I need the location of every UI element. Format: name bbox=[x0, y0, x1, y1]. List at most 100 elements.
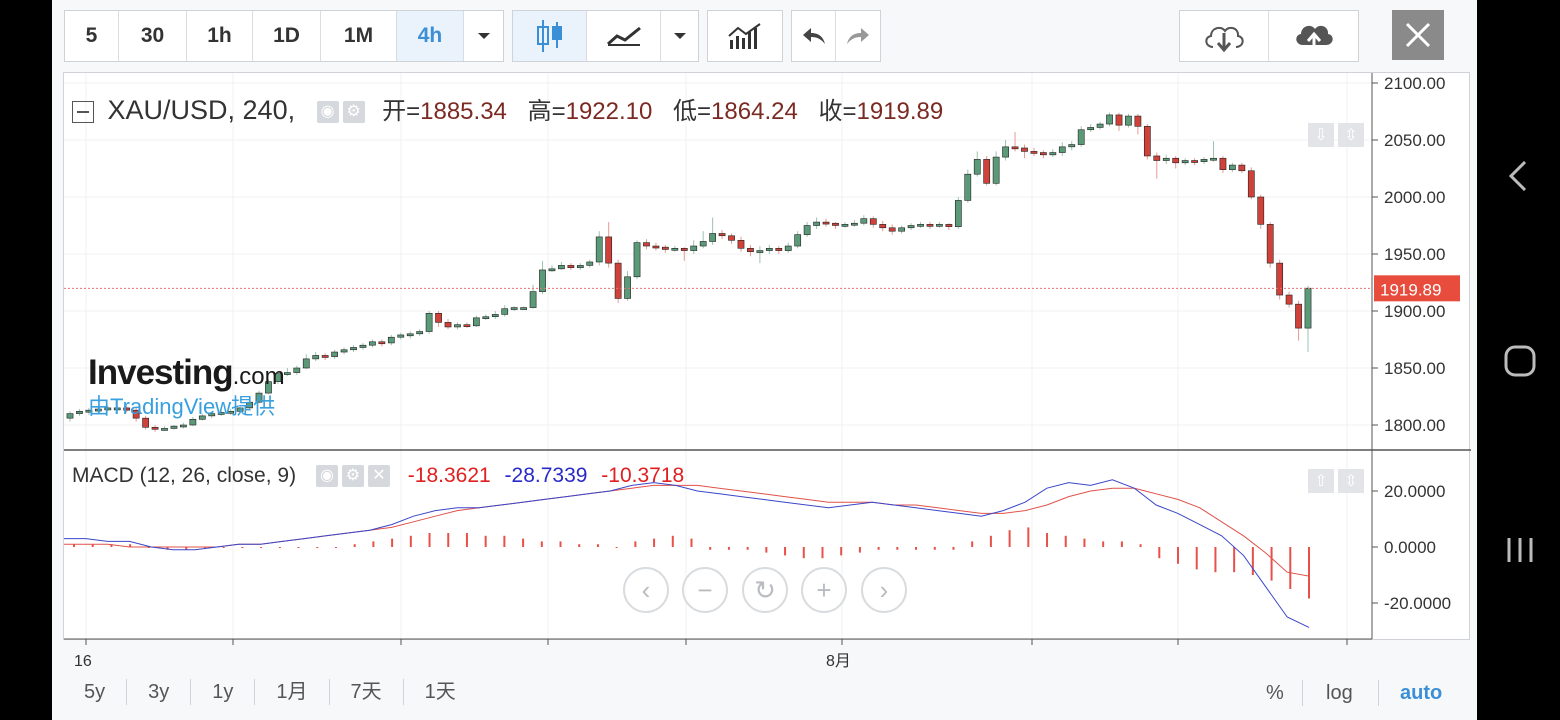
interval-dropdown-button[interactable] bbox=[464, 11, 503, 61]
candle-body bbox=[359, 344, 367, 348]
visibility-icon[interactable]: ◉ bbox=[315, 465, 338, 488]
line-chart-button[interactable] bbox=[587, 11, 661, 61]
time-label: 8月 bbox=[826, 653, 851, 670]
chart-type-dropdown-button[interactable] bbox=[661, 11, 698, 61]
candle-body bbox=[671, 248, 679, 251]
close-icon bbox=[1405, 22, 1431, 48]
scale-icon[interactable]: ⇳ bbox=[1338, 469, 1364, 493]
range-1d-button[interactable]: 1天 bbox=[424, 681, 456, 703]
candle bbox=[359, 342, 367, 350]
candle-body bbox=[954, 200, 962, 227]
close-button[interactable] bbox=[1392, 10, 1444, 60]
candle bbox=[1247, 167, 1255, 200]
redo-button[interactable] bbox=[836, 11, 880, 61]
reset-button[interactable]: ↻ bbox=[742, 567, 788, 613]
home-nav-icon[interactable] bbox=[1503, 344, 1537, 378]
interval-4h-button[interactable]: 4h bbox=[397, 11, 464, 61]
candle bbox=[832, 222, 839, 229]
range-3y-button[interactable]: 3y bbox=[127, 679, 192, 705]
chart-area[interactable]: 2100.00 2050.00 2000.00 1950.00 1900.00 1850.… bbox=[63, 72, 1471, 670]
interval-1d-button[interactable]: 1D bbox=[253, 11, 321, 61]
candle bbox=[614, 259, 622, 304]
interval-1h-button[interactable]: 1h bbox=[187, 11, 253, 61]
macd-header: MACD (12, 26, close, 9) ◉ ⚙ ✕ -18.3621 -28… bbox=[72, 464, 684, 488]
refresh-icon: ↻ bbox=[754, 574, 776, 605]
candle-body bbox=[435, 312, 442, 323]
divider bbox=[1302, 680, 1303, 706]
scroll-left-button[interactable]: ‹ bbox=[623, 567, 669, 613]
back-nav-icon[interactable] bbox=[1503, 160, 1533, 192]
undo-button[interactable] bbox=[792, 11, 836, 61]
last-price-label: 1919.89 bbox=[1380, 280, 1441, 299]
candle-body bbox=[491, 314, 499, 317]
scale-icon[interactable]: ⇳ bbox=[1338, 123, 1364, 147]
candle bbox=[558, 261, 565, 270]
candle bbox=[85, 407, 93, 415]
candle-body bbox=[444, 322, 452, 328]
visibility-icon[interactable]: ◉ bbox=[316, 100, 339, 123]
candle bbox=[954, 197, 962, 229]
candle bbox=[406, 331, 414, 339]
scroll-down-icon[interactable]: ⇩ bbox=[1308, 123, 1334, 147]
maximize-pane-icon[interactable]: ⇧ bbox=[1308, 469, 1334, 493]
range-5y-button[interactable]: 5y bbox=[63, 679, 128, 705]
candle-body bbox=[898, 227, 906, 232]
cloud-save-button[interactable] bbox=[1269, 11, 1358, 61]
indicators-button[interactable] bbox=[708, 11, 782, 61]
macd-title: MACD (12, 26, close, 9) bbox=[72, 464, 297, 487]
candle-body bbox=[1285, 294, 1293, 305]
settings-icon[interactable]: ⚙ bbox=[341, 465, 364, 488]
candle-body bbox=[236, 407, 244, 412]
recents-nav-icon[interactable] bbox=[1503, 534, 1537, 566]
percent-scale-button[interactable]: % bbox=[1266, 682, 1284, 704]
candle-body bbox=[841, 224, 849, 227]
candle-body bbox=[1011, 146, 1019, 150]
log-scale-button[interactable]: log bbox=[1326, 682, 1353, 704]
brand-name: Investing bbox=[88, 353, 234, 392]
zoom-in-button[interactable]: + bbox=[801, 567, 847, 613]
candle bbox=[652, 242, 660, 251]
scroll-right-button[interactable]: › bbox=[861, 567, 907, 613]
range-1m-button[interactable]: 1月 bbox=[255, 679, 330, 705]
interval-30-button[interactable]: 30 bbox=[119, 11, 187, 61]
candlestick-icon bbox=[536, 20, 562, 52]
candle-body bbox=[1162, 157, 1170, 161]
chart-app: 5 30 1h 1D 1M 4h bbox=[52, 0, 1477, 720]
candle-body bbox=[1030, 151, 1038, 154]
candle bbox=[813, 217, 820, 229]
settings-icon[interactable]: ⚙ bbox=[342, 100, 365, 123]
candle bbox=[302, 354, 310, 370]
candle-body bbox=[643, 242, 650, 247]
remove-icon[interactable]: ✕ bbox=[367, 465, 390, 488]
range-1y-button[interactable]: 1y bbox=[191, 679, 256, 705]
candle-body bbox=[1276, 262, 1284, 296]
auto-scale-button[interactable]: auto bbox=[1400, 682, 1443, 704]
candlestick-chart-button[interactable] bbox=[513, 11, 587, 61]
candle-body bbox=[624, 276, 631, 299]
candle-body bbox=[151, 426, 159, 430]
candle bbox=[1125, 113, 1132, 128]
candle-body bbox=[416, 331, 424, 335]
chart-canvas[interactable]: 2100.00 2050.00 2000.00 1950.00 1900.00 1850.… bbox=[64, 73, 1471, 673]
cloud-load-button[interactable] bbox=[1180, 11, 1269, 61]
range-7d-button[interactable]: 7天 bbox=[330, 679, 404, 705]
zoom-out-button[interactable]: − bbox=[682, 567, 728, 613]
candle-body bbox=[142, 417, 149, 428]
candle-body bbox=[161, 428, 168, 431]
interval-5-button[interactable]: 5 bbox=[65, 11, 119, 61]
candle bbox=[454, 322, 461, 330]
candle bbox=[255, 390, 263, 404]
candle-body bbox=[832, 222, 839, 226]
candle bbox=[898, 225, 906, 234]
candle-body bbox=[567, 265, 575, 268]
candle bbox=[1021, 144, 1028, 159]
candle-body bbox=[132, 409, 140, 419]
candle bbox=[822, 218, 830, 227]
macd-tick-label: -20.0000 bbox=[1384, 594, 1451, 613]
collapse-icon[interactable] bbox=[72, 100, 94, 123]
interval-1m-button[interactable]: 1M bbox=[321, 11, 397, 61]
candle-body bbox=[180, 424, 187, 428]
candle bbox=[728, 233, 735, 244]
candle-body bbox=[945, 224, 953, 227]
candle bbox=[718, 230, 726, 240]
